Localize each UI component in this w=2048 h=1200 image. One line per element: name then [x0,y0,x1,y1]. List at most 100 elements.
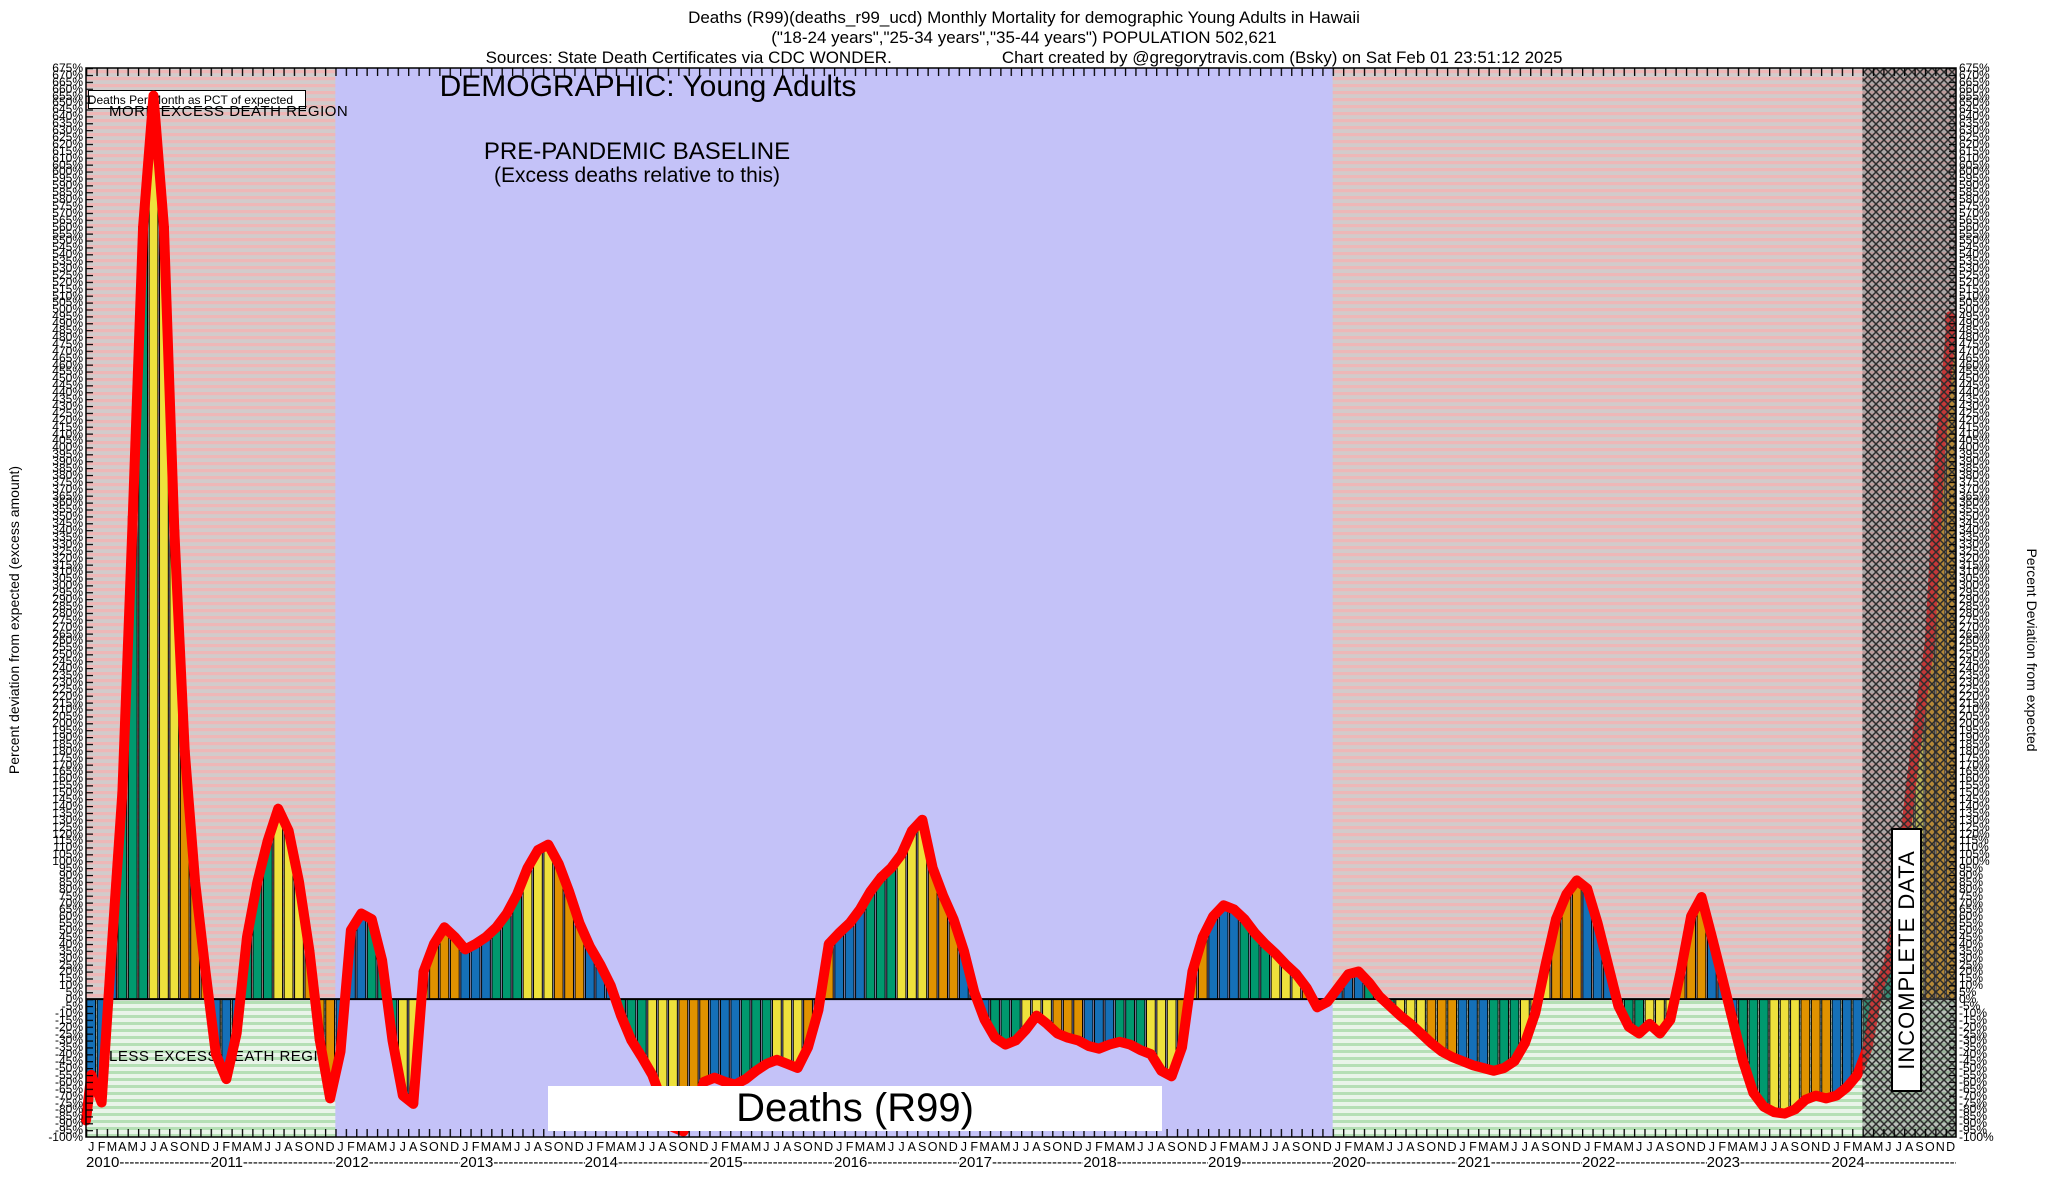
y-tick-label: 120% [1959,826,1990,841]
y-tick-label: 175% [1959,750,1990,765]
month-letter: N [1561,1140,1571,1154]
month-letter: A [1032,1140,1041,1154]
month-letter: A [242,1140,252,1154]
month-letter: D [200,1140,210,1154]
y-tick-label: 265% [52,626,83,641]
y-tick-label: 150% [1959,785,1990,800]
month-letter: S [793,1140,802,1154]
y-tick-label: 670% [52,67,83,82]
y-tick-label: -70% [1959,1088,1988,1103]
y-tick-label: 625% [52,129,83,144]
month-letter: D [1696,1140,1706,1154]
month-letter: J [389,1140,396,1154]
y-tick-label: 370% [1959,481,1990,496]
y-tick-label: 95% [1959,861,1984,876]
pre-pandemic-baseline-band [335,68,1333,1137]
month-letter: M [1872,1140,1884,1154]
month-letter: A [782,1140,792,1154]
month-letter: A [492,1140,501,1154]
baseline-subtitle: (Excess deaths relative to this) [494,164,780,187]
month-letter: J [462,1140,469,1154]
month-letter: J [1085,1140,1092,1154]
y-tick-label: -30% [1959,1033,1988,1048]
y-tick-label: 210% [52,702,83,717]
y-tick-label: 155% [1959,778,1990,793]
y-tick-label: 315% [52,557,83,572]
month-letter: J [763,1140,770,1154]
y-tick-label: 600% [1959,164,1990,179]
month-letter: D [325,1140,335,1154]
y-tick-label: 45% [58,929,83,944]
y-tick-label: 525% [1959,267,1990,282]
more-excess-region-label: MORE EXCESS DEATH REGION [109,103,349,120]
y-tick-label: 45% [1959,929,1984,944]
y-tick-label: 230% [1959,674,1990,689]
y-tick-label: 390% [1959,454,1990,469]
year-label: 2017---------------------- [958,1154,1084,1171]
month-letter: J [1760,1140,1767,1154]
bottom-ticks [86,1129,1956,1137]
y-tick-label: 190% [52,729,83,744]
month-letter: S [170,1140,179,1154]
month-letter: J [1895,1140,1902,1154]
y-tick-label: 65% [58,902,83,917]
y-tick-label: 145% [1959,792,1990,807]
y-tick-label: 545% [52,240,83,255]
y-tick-label: 75% [1959,888,1984,903]
baseline-title: PRE-PANDEMIC BASELINE [483,138,791,165]
month-letter: J [960,1140,967,1154]
y-tick-label: 415% [52,419,83,434]
y-tick-label: 420% [1959,412,1990,427]
credit-text: Chart created by @gregorytravis.com (Bsk… [1001,48,1563,67]
month-letter: A [1863,1140,1872,1154]
y-tick-label: 175% [52,750,83,765]
y-tick-label: 430% [52,398,83,413]
y-tick-label: 185% [52,736,83,751]
month-letter: F [721,1140,729,1154]
month-letter: J [648,1140,656,1154]
year-label: 2014---------------------- [584,1154,710,1171]
y-tick-label: 260% [52,633,83,648]
y-tick-label: 190% [1959,729,1990,744]
y-tick-label: 400% [1959,440,1990,455]
y-tick-label: 60% [1959,909,1984,924]
y-tick-label: 20% [58,964,83,979]
month-letter: S [294,1140,304,1154]
y-tick-label: 205% [52,709,83,724]
y-tick-label: 435% [52,392,83,407]
y-tick-label: 55% [58,916,83,931]
month-letter: D [1073,1140,1083,1154]
y-axis-right-labels: 675% 670% 665% 660% 655% 650% 645% 640% 635% 630%… [1959,0,2019,1200]
y-tick-label: 470% [1959,343,1990,358]
sources-text: Sources: State Death Certificates via CD… [485,48,892,67]
y-tick-label: 325% [52,543,83,558]
y-tick-label: 0% [1959,992,1977,1007]
y-tick-label: 460% [52,357,83,372]
title-line-1: Deaths (R99)(deaths_r99_ucd) Monthly Mor… [688,8,1360,27]
month-letter: F [1718,1140,1727,1154]
month-letter: J [1459,1140,1466,1154]
y-tick-label: 110% [1959,840,1989,855]
y-tick-label: 65% [1959,902,1984,917]
y-tick-label: 140% [1959,798,1990,813]
month-letter: A [1406,1140,1415,1154]
month-letter: N [1187,1140,1197,1154]
month-letter: J [1708,1140,1715,1154]
month-letter: F [845,1140,854,1154]
y-tick-label: 540% [52,247,83,262]
y-tick-label: 75% [58,888,83,903]
y-tick-label: 170% [52,757,83,772]
y-tick-label: 605% [52,157,83,172]
y-tick-label: 575% [52,198,83,213]
year-label: 2012---------------------- [335,1154,460,1171]
y-tick-label: 285% [1959,598,1990,613]
y-tick-label: 520% [1959,274,1990,289]
y-tick-label: 595% [1959,171,1990,186]
y-tick-label: 530% [52,261,83,275]
y-tick-label: 255% [52,640,83,655]
y-tick-label: 440% [1959,385,1990,400]
y-tick-label: 220% [1959,688,1990,703]
y-tick-label: 310% [52,564,83,579]
month-letter: N [1063,1140,1073,1154]
month-letter: J [1885,1140,1892,1154]
